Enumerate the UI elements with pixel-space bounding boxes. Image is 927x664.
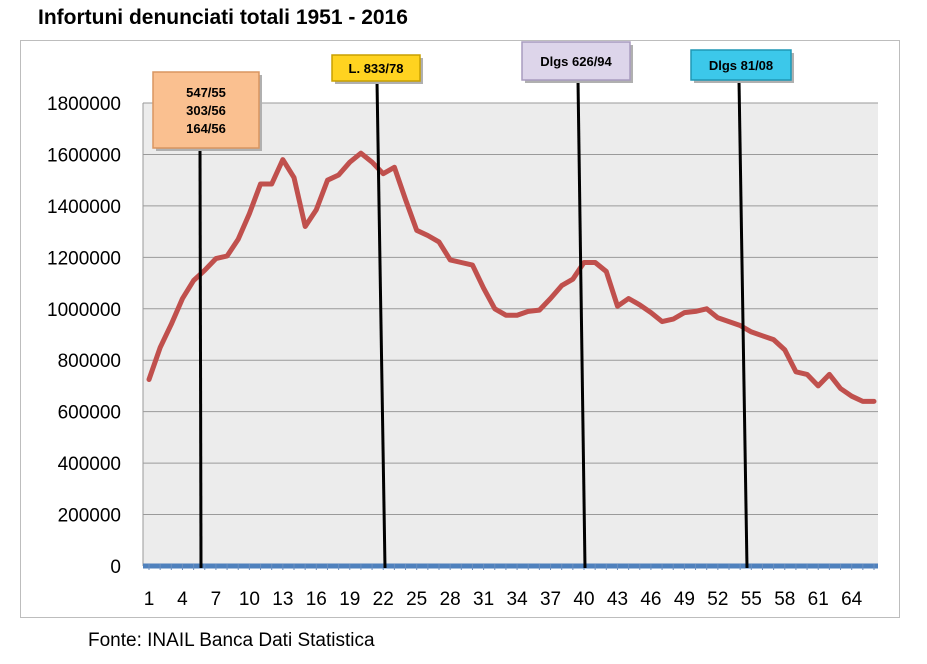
annotation-line: [375, 80, 387, 569]
y-tick-label: 1600000: [47, 145, 121, 166]
annotation-line: [737, 79, 749, 569]
x-tick-label: 37: [540, 589, 561, 610]
annotation-box: [152, 71, 260, 149]
x-tick-label: 1: [144, 589, 155, 610]
x-tick-label: 64: [841, 589, 863, 610]
x-tick-label: 58: [774, 589, 795, 610]
x-tick-label: 25: [406, 589, 427, 610]
x-tick-label: 28: [440, 589, 461, 610]
plot-area: [143, 103, 878, 566]
x-tick-label: 13: [272, 589, 293, 610]
annotation-box: [521, 41, 631, 81]
x-tick-label: 49: [674, 589, 695, 610]
y-tick-label: 600000: [58, 403, 121, 424]
y-tick-label: 400000: [58, 454, 121, 475]
annotation-label: Dlgs 626/94: [540, 54, 612, 69]
annotation-label: 547/55: [186, 85, 226, 100]
annotation-label: L. 833/78: [349, 61, 404, 76]
annotation-box: [690, 49, 792, 81]
chart-title: Infortuni denunciati totali 1951 - 2016: [38, 6, 408, 29]
series-line: [146, 150, 877, 404]
annotation-line: [576, 79, 587, 569]
x-tick-label: 4: [177, 589, 188, 610]
x-tick-label: 46: [640, 589, 661, 610]
y-tick-label: 0: [110, 557, 121, 578]
y-tick-label: 1400000: [47, 197, 121, 218]
x-tick-label: 19: [339, 589, 360, 610]
y-tick-label: 1200000: [47, 248, 121, 269]
y-tick-label: 1000000: [47, 300, 121, 321]
x-tick-label: 40: [573, 589, 594, 610]
y-tick-label: 800000: [58, 351, 121, 372]
x-tick-label: 61: [808, 589, 829, 610]
source-note: Fonte: INAIL Banca Dati Statistica: [88, 630, 375, 651]
y-tick-label: 1800000: [47, 94, 121, 115]
x-tick-label: 16: [306, 589, 327, 610]
chart-frame: [20, 40, 900, 618]
x-tick-label: 7: [211, 589, 222, 610]
annotation-label: 164/56: [186, 121, 226, 136]
annotation-label: 303/56: [186, 103, 226, 118]
annotation-box: [331, 54, 421, 82]
x-tick-label: 22: [373, 589, 394, 610]
x-tick-label: 34: [507, 589, 529, 610]
x-tick-label: 10: [239, 589, 260, 610]
y-tick-label: 200000: [58, 506, 121, 527]
annotation-label: Dlgs 81/08: [709, 58, 773, 73]
x-tick-label: 43: [607, 589, 628, 610]
x-tick-label: 31: [473, 589, 494, 610]
annotation-line: [198, 147, 203, 569]
x-tick-label: 55: [741, 589, 762, 610]
x-tick-label: 52: [707, 589, 728, 610]
